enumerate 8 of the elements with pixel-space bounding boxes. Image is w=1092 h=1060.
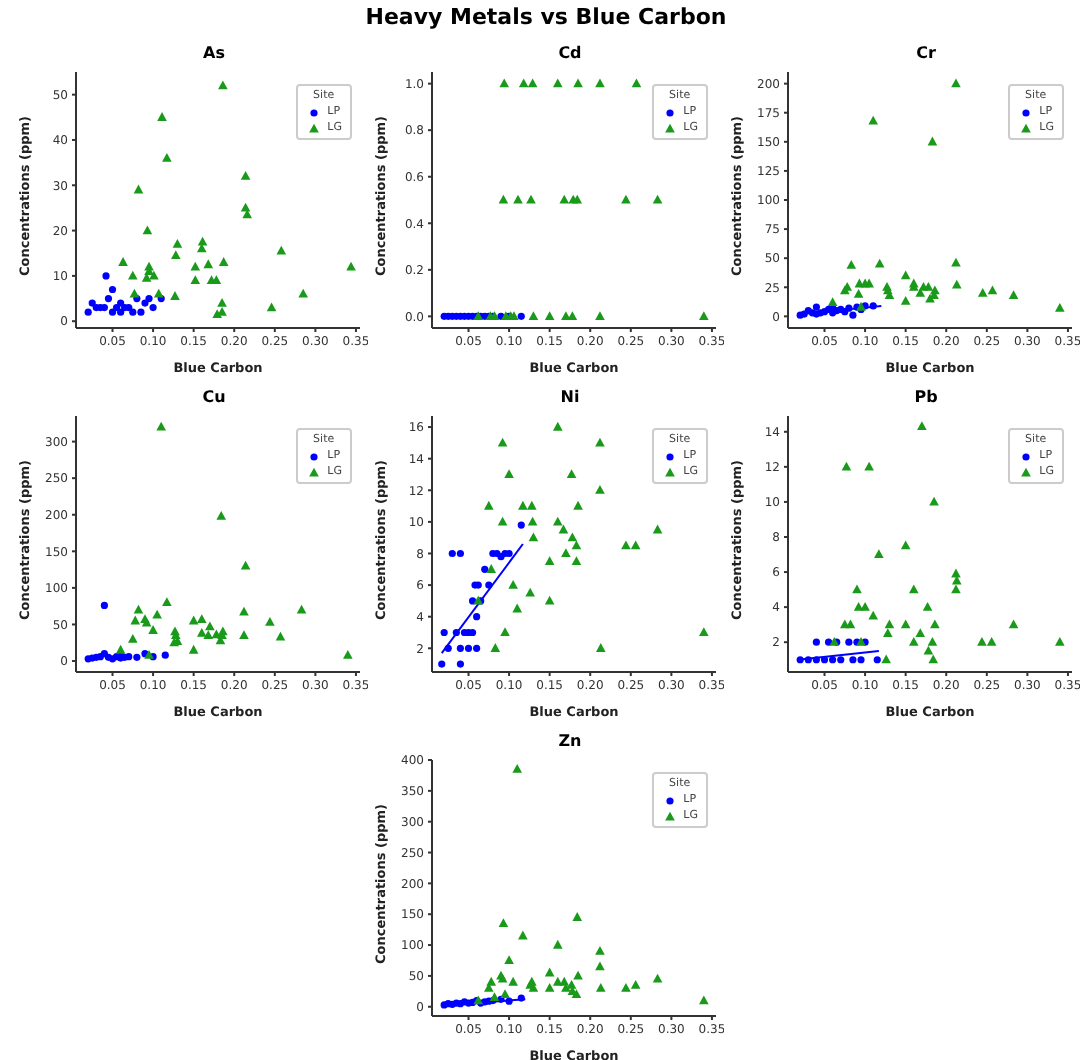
chart-title: Ni [558, 388, 582, 406]
chart-title: Cd [556, 44, 584, 62]
chart-title: Cr [914, 44, 938, 62]
chart-title: Zn [556, 732, 584, 750]
chart-title: Cu [200, 388, 228, 406]
chart-title: Pb [912, 388, 940, 406]
chart-title: As [201, 44, 227, 62]
text: Heavy Metals vs Blue Carbon [363, 4, 729, 30]
